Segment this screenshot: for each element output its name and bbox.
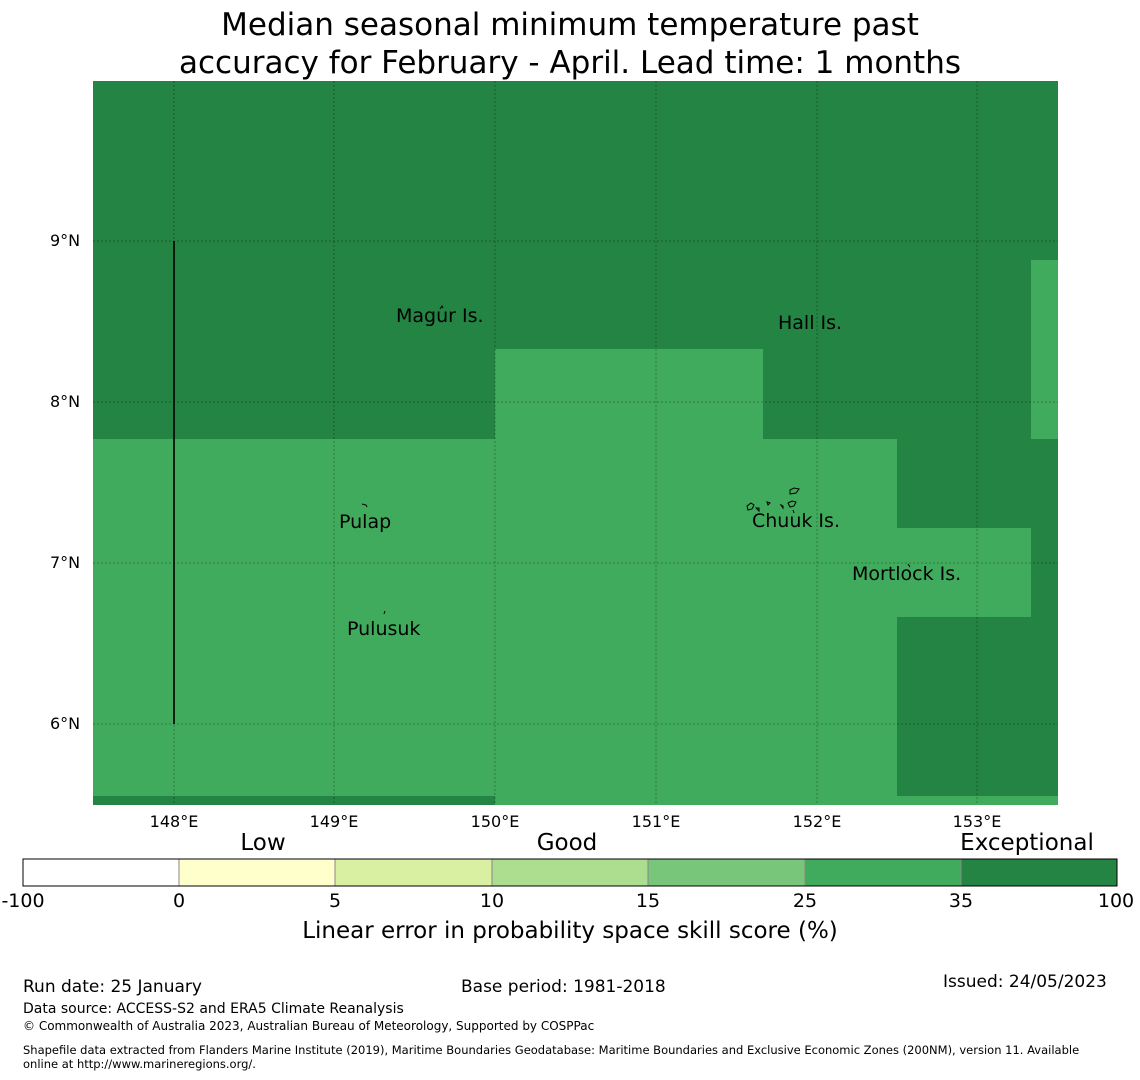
island-magur: [439, 305, 444, 310]
lon-tick-152e: 152°E: [792, 812, 842, 831]
region-good-west: [93, 439, 495, 796]
copyright-notice: © Commonwealth of Australia 2023, Austra…: [23, 1019, 595, 1033]
title-line-1: Median seasonal minimum temperature past: [221, 7, 919, 43]
lon-tick-150e: 150°E: [470, 812, 520, 831]
place-label-magur: Magur Is.: [396, 305, 484, 327]
region-good-southeast: [897, 796, 1058, 805]
colorbar-tick: 100: [1097, 890, 1135, 912]
lon-tick-149e: 149°E: [309, 812, 359, 831]
legend-category-low: Low: [240, 830, 286, 856]
lon-tick-151e: 151°E: [631, 812, 681, 831]
map-area: [93, 81, 1058, 805]
lon-tick-153e: 153°E: [952, 812, 1002, 831]
colorbar-tick: 15: [635, 890, 661, 912]
colorbar: [22, 858, 1118, 887]
lat-tick-6n: 6°N: [50, 714, 81, 733]
place-label-pulap: Pulap: [339, 511, 392, 533]
lat-tick-9n: 9°N: [50, 231, 81, 250]
legend-category-exceptional: Exceptional: [960, 830, 1094, 856]
run-date: Run date: 25 January: [23, 977, 202, 997]
colorbar-tick: -100: [1, 890, 45, 912]
base-period: Base period: 1981-2018: [461, 977, 666, 997]
colorbar-tick: 10: [479, 890, 505, 912]
region-good-mortlock: [897, 528, 1031, 617]
data-source: Data source: ACCESS-S2 and ERA5 Climate …: [23, 1001, 404, 1017]
place-label-chuuk: Chuuk Is.: [752, 510, 840, 532]
lat-tick-7n: 7°N: [50, 553, 81, 572]
island-pulap: [361, 503, 368, 508]
colorbar-tick: 25: [792, 890, 818, 912]
colorbar-frame: [22, 858, 1118, 887]
colorbar-bin-7: [961, 859, 1117, 886]
shapefile-credit-line-1: Shapefile data extracted from Flanders M…: [23, 1043, 1080, 1057]
island-pulusuk: [383, 610, 386, 615]
colorbar-tick: 5: [328, 890, 342, 912]
colorbar-bin-1: [23, 859, 179, 886]
colorbar-bin-5: [648, 859, 805, 886]
place-label-pulusuk: Pulusuk: [347, 618, 421, 640]
map-title: Median seasonal minimum temperature past…: [0, 6, 1140, 82]
colorbar-bin-6: [805, 859, 961, 886]
island-chuuk: [746, 487, 800, 514]
title-line-2: accuracy for February - April. Lead time…: [178, 45, 962, 81]
colorbar-tick: 35: [948, 890, 974, 912]
colorbar-bin-3: [335, 859, 492, 886]
lon-tick-148e: 148°E: [149, 812, 199, 831]
place-label-mortlock: Mortlock Is.: [852, 563, 962, 585]
shapefile-credit-line-2: online at http://www.marineregions.org/.: [23, 1057, 256, 1071]
lat-tick-8n: 8°N: [50, 392, 81, 411]
issued-date: Issued: 24/05/2023: [943, 972, 1107, 992]
island-outlines: [361, 305, 911, 615]
graticule: [93, 81, 1058, 805]
colorbar-bin-4: [492, 859, 648, 886]
colorbar-title: Linear error in probability space skill …: [302, 918, 838, 944]
colorbar-tick: 0: [172, 890, 186, 912]
island-mortlock: [907, 563, 911, 568]
legend-category-good: Good: [536, 830, 598, 856]
region-good-central: [495, 349, 897, 805]
region-good-east: [1031, 260, 1058, 439]
colorbar-bin-2: [179, 859, 335, 886]
place-label-hall: Hall Is.: [778, 312, 843, 334]
